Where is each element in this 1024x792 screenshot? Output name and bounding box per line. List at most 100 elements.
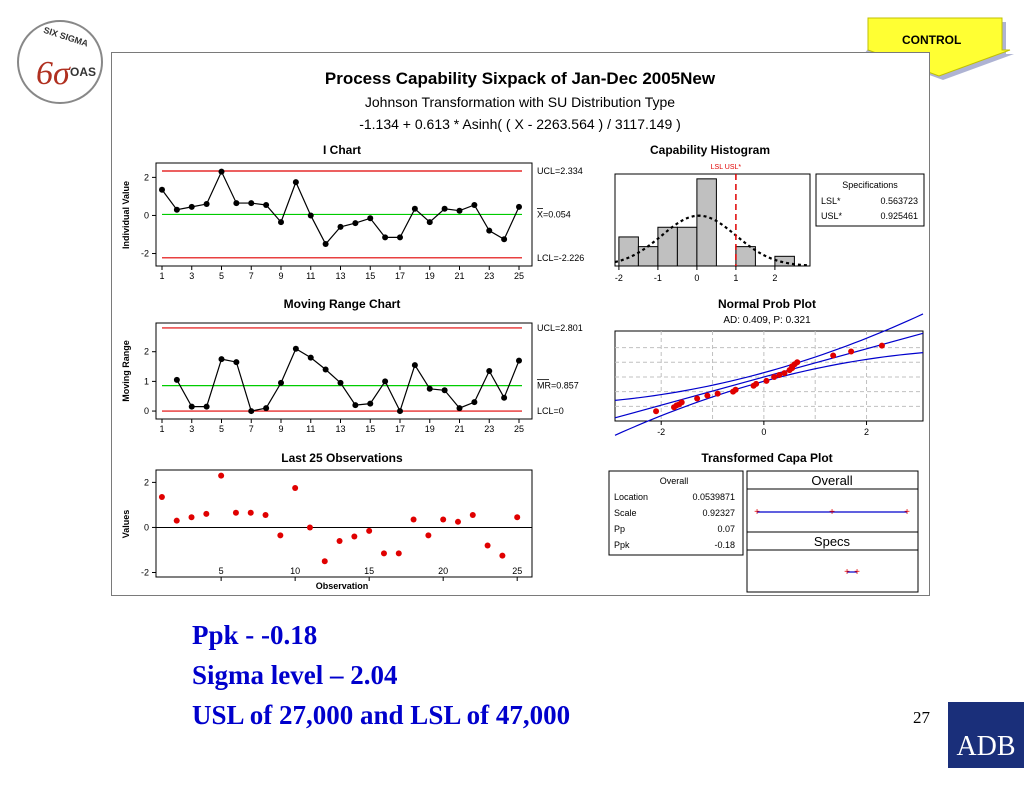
obs-ytick-label: 2 — [144, 477, 149, 487]
ic-point — [292, 179, 299, 186]
mr-point — [486, 368, 493, 374]
mr-xtick-label: 3 — [189, 424, 194, 434]
obs-xtick-label: 5 — [219, 566, 224, 576]
ic-point — [188, 203, 195, 210]
mr-point — [278, 379, 284, 386]
ic-point — [367, 215, 374, 222]
np-xtick-label: -2 — [657, 427, 665, 437]
logo-symbol: 6σ — [36, 55, 71, 92]
ic-xtick-label: 13 — [335, 271, 345, 281]
hist-xtick-label: 1 — [733, 273, 738, 283]
specifications-box: Specifications LSL* 0.563723 USL* 0.9254… — [815, 173, 925, 227]
mr-point — [233, 359, 240, 366]
obs-point — [336, 537, 343, 544]
panel-subtitle-2: -1.134 + 0.613 * Asinh( ( X - 2263.564 )… — [359, 116, 681, 132]
obs-chart-title: Last 25 Observations — [281, 451, 403, 465]
obs-point — [514, 514, 521, 521]
i-chart-series-line — [161, 170, 520, 246]
spec-lsl-value: 0.563723 — [880, 196, 918, 206]
mr-point — [471, 399, 478, 406]
mr-ytick-label: 2 — [144, 347, 149, 357]
obs-point — [425, 532, 432, 539]
i-chart-frame — [155, 162, 533, 267]
mr-chart-frame — [155, 322, 533, 420]
mr-xtick-label: 21 — [454, 424, 464, 434]
ic-point — [456, 207, 463, 214]
sixpack-panel: Process Capability Sixpack of Jan-Dec 20… — [111, 52, 930, 596]
capa-title: Transformed Capa Plot — [701, 451, 832, 465]
mr-point — [307, 354, 314, 361]
np-point — [653, 408, 660, 415]
mr-point — [367, 400, 374, 407]
mr-point — [411, 362, 418, 369]
mr-point — [426, 385, 433, 392]
mr-ytick-label: 0 — [144, 406, 149, 416]
hist-bar — [696, 178, 717, 267]
mr-chart-center-label: MR=0.857 — [537, 381, 579, 391]
obs-ytick-label: 0 — [144, 522, 149, 532]
hist-xtick-label: 2 — [772, 273, 777, 283]
np-point — [771, 373, 778, 380]
capa-location-label: Location — [614, 492, 648, 502]
capa-specs-tick-left: + — [844, 567, 850, 578]
np-point — [763, 377, 770, 384]
np-xtick-label: 0 — [761, 427, 766, 437]
i-chart-ylabel: Individual Value — [121, 181, 131, 249]
mr-xtick-label: 19 — [425, 424, 435, 434]
mr-point — [382, 378, 389, 385]
ic-point — [516, 203, 522, 210]
i-chart-center-label: X=0.054 — [537, 209, 571, 219]
np-point — [753, 380, 760, 387]
ic-xtick-label: 1 — [159, 271, 164, 281]
mr-point — [441, 387, 448, 394]
ic-xtick-label: 19 — [425, 271, 435, 281]
ic-point — [322, 241, 329, 248]
ic-xtick-label: 21 — [454, 271, 464, 281]
specifications-title: Specifications — [842, 180, 898, 190]
ic-point — [307, 212, 314, 219]
i-chart-title: I Chart — [323, 143, 361, 157]
capability-histogram: Capability Histogram LSL USL* -2 -1 0 1 2 Sp… — [614, 143, 925, 283]
mr-point — [263, 405, 270, 412]
mr-chart-ylabel: Moving Range — [121, 340, 131, 402]
np-fit-line — [614, 332, 924, 419]
capa-overall-tick-mid: + — [829, 507, 835, 518]
obs-xtick-label: 25 — [512, 566, 522, 576]
mr-point — [397, 408, 403, 415]
mr-point — [516, 357, 522, 364]
mr-chart-series-line — [176, 347, 520, 413]
hist-bar — [637, 246, 659, 267]
moving-range-chart: Moving Range Chart Moving Range 1 3 5 7 9 11 1… — [121, 297, 583, 434]
capa-overall-header-box — [746, 470, 919, 490]
ic-point — [501, 236, 508, 243]
mr-point — [203, 403, 210, 410]
capa-specs-tick-right: + — [854, 567, 860, 578]
mr-chart-title: Moving Range Chart — [284, 297, 401, 311]
ic-point — [426, 219, 433, 226]
capa-pp-label: Pp — [614, 524, 625, 534]
i-chart: I Chart Individual Value 1 3 5 7 9 11 13 15 17 19… — [121, 143, 584, 281]
ic-ytick-label: -2 — [141, 249, 149, 259]
ic-ytick-label: 2 — [144, 172, 149, 182]
ic-point — [397, 234, 403, 241]
ic-point — [337, 223, 344, 230]
ic-xtick-label: 11 — [306, 271, 315, 281]
obs-point — [188, 514, 195, 521]
np-annotation: AD: 0.409, P: 0.321 — [723, 315, 811, 326]
np-title: Normal Prob Plot — [718, 297, 816, 311]
ic-point — [173, 206, 180, 213]
obs-point — [440, 516, 447, 523]
obs-point — [351, 533, 358, 540]
logo-bottom-text: OAS — [70, 65, 96, 79]
mr-point — [456, 405, 463, 412]
ic-xtick-label: 15 — [365, 271, 375, 281]
normal-prob-plot: Normal Prob Plot AD: 0.409, P: 0.321 -2 0… — [614, 297, 924, 437]
ic-xtick-label: 5 — [219, 271, 224, 281]
mr-point — [352, 402, 359, 409]
np-point — [732, 386, 739, 393]
ic-point — [218, 168, 225, 175]
hist-xtick-label: -1 — [654, 273, 662, 283]
obs-point — [292, 485, 299, 492]
obs-point — [158, 494, 165, 501]
panel-title: Process Capability Sixpack of Jan-Dec 20… — [325, 69, 716, 88]
